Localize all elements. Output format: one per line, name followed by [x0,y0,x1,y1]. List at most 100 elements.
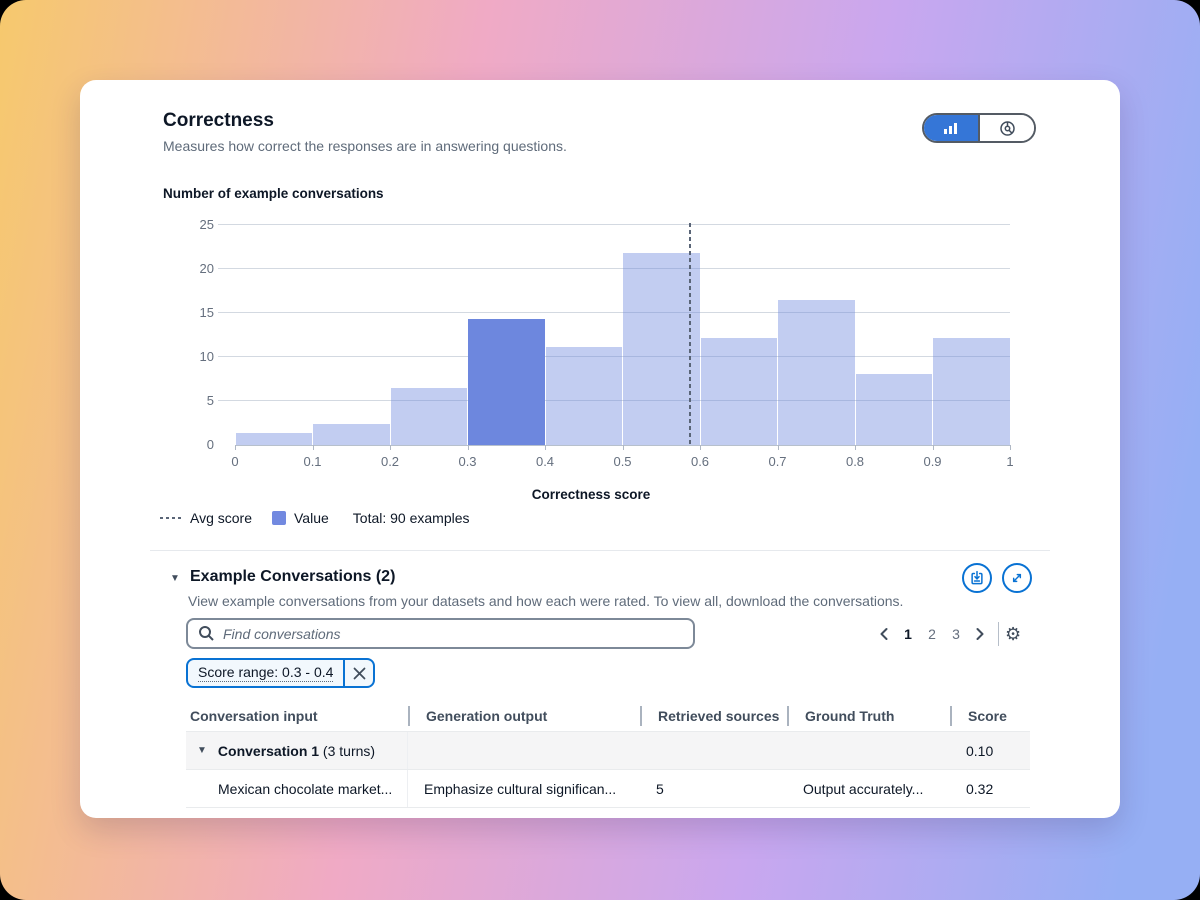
x-axis-tick-label: 0.5 [613,454,632,469]
legend-value-label: Value [294,510,329,526]
metric-card: Correctness Measures how correct the res… [80,80,1120,818]
y-axis-tick-label: 15 [199,305,214,320]
x-axis-tick-mark [467,445,469,450]
bar-chart-view-button[interactable] [924,115,978,141]
bar-chart-icon [943,121,959,135]
filter-chip-label: Score range: 0.3 - 0.4 [198,664,334,682]
section-title: Example Conversations (2) [190,568,396,585]
chart-gridline [218,312,1010,313]
x-axis-tick-mark [777,445,779,450]
histogram-bar[interactable] [468,319,545,445]
expand-fullscreen-button[interactable] [1002,563,1032,593]
histogram-bar[interactable] [313,423,390,445]
row-collapse-icon[interactable]: ▼ [197,745,207,756]
x-axis-tick-label: 1 [1006,454,1014,469]
histogram-bar[interactable] [855,373,932,445]
table-settings-gear-icon[interactable]: ⚙ [1005,623,1022,644]
conversations-table: Conversation input Generation output Ret… [186,700,1030,808]
column-header-retrieved-sources[interactable]: Retrieved sources [640,705,787,726]
section-description: View example conversations from your dat… [188,593,904,609]
page-2-button[interactable]: 2 [928,625,936,642]
download-icon [968,569,986,587]
group-score-cell: 0.10 [966,742,994,759]
column-header-generation-output[interactable]: Generation output [408,705,640,726]
dashed-line-icon [160,517,182,519]
pagination: 1 2 3 ⚙ [872,618,1021,649]
remove-filter-button[interactable] [343,660,373,686]
legend-avg-score[interactable]: Avg score [160,510,252,526]
chart-view-toggle[interactable] [922,113,1036,143]
conversation-group-label: Conversation 1 (3 turns) [217,742,376,759]
value-swatch-icon [272,511,286,525]
chart-x-axis-label: Correctness score [531,487,651,502]
histogram-bar[interactable] [235,432,312,445]
y-axis-tick-label: 5 [206,393,214,408]
chart-title: Number of example conversations [163,186,384,201]
legend-value[interactable]: Value [272,510,329,526]
histogram-bar[interactable] [390,387,467,445]
x-axis-tick-mark [700,445,701,450]
x-axis-tick-label: 0.7 [768,454,787,469]
histogram-plot: 0 5 10 15 20 25 0 0.1 0.2 0.3 0.4 0.5 0.6 0.7 0.8 0.9 1 [200,217,1014,469]
expand-icon [1009,570,1025,586]
close-icon [353,667,366,680]
page-1-button[interactable]: 1 [904,625,912,642]
page-subtitle: Measures how correct the responses are i… [163,138,567,154]
y-axis-tick-label: 20 [199,261,214,276]
chart-gridline [218,268,1010,269]
retrieved-sources-cell: 5 [640,780,787,797]
x-axis-tick-mark [855,445,856,450]
score-range-filter-chip[interactable]: Score range: 0.3 - 0.4 [186,658,376,688]
table-header-row: Conversation input Generation output Ret… [186,700,1030,732]
histogram-bar[interactable] [545,347,622,445]
donut-chart-view-button[interactable] [978,115,1034,141]
score-cell: 0.32 [950,780,1030,797]
column-header-conversation-input[interactable]: Conversation input [190,707,318,724]
page-title: Correctness [163,110,274,131]
x-axis-tick-label: 0.6 [690,454,710,469]
column-header-score[interactable]: Score [950,705,1030,726]
x-axis-tick-mark [235,445,236,450]
conversation-input-cell: Mexican chocolate market... [186,770,408,807]
retrieved-sources-link[interactable]: 5 [656,780,664,797]
x-axis-tick-label: 0.3 [458,454,477,469]
x-axis-tick-label: 0.9 [923,454,942,469]
histogram-bar[interactable] [623,253,700,445]
column-header-ground-truth[interactable]: Ground Truth [787,705,950,726]
table-row-conversation-group[interactable]: ▼ Conversation 1 (3 turns) 0.10 [186,732,1030,770]
table-row-turn[interactable]: Mexican chocolate market... Emphasize cu… [186,770,1030,808]
histogram-bar[interactable] [778,299,855,445]
search-icon [198,625,215,642]
avg-score-line [688,223,691,445]
conversation-group-cell: ▼ Conversation 1 (3 turns) [186,732,408,769]
pagination-divider [998,621,999,646]
section-collapse-icon[interactable]: ▼ [170,573,180,584]
x-axis-tick-mark [390,445,391,450]
x-axis-tick-label: 0.8 [845,454,865,469]
x-axis-tick-label: 0.1 [303,454,322,469]
x-axis-tick-label: 0.2 [380,454,400,469]
x-axis-tick-label: 0.4 [535,454,555,469]
chart-gridline [218,224,1010,225]
x-axis-tick-mark [312,445,314,450]
prev-page-button[interactable] [872,622,896,646]
section-divider [150,550,1050,551]
search-input[interactable] [223,625,683,642]
next-page-button[interactable] [968,622,992,646]
generation-output-cell: Emphasize cultural significan... [424,780,617,797]
download-button[interactable] [962,563,992,593]
x-axis-tick-mark [622,445,624,450]
donut-chart-icon [999,120,1016,137]
y-axis-tick-label: 10 [199,349,214,364]
page-3-button[interactable]: 3 [952,625,960,642]
x-axis-tick-mark [545,445,546,450]
chart-gridline [218,400,1010,401]
x-axis-tick-label: 0 [231,454,239,469]
search-box[interactable] [186,618,695,649]
chart-legend: Avg score Value Total: 90 examples [160,510,470,526]
histogram-bar[interactable] [700,337,777,445]
x-axis-tick-mark [1010,445,1011,450]
score-link[interactable]: 0.32 [966,780,994,797]
histogram-bar[interactable] [933,337,1010,445]
